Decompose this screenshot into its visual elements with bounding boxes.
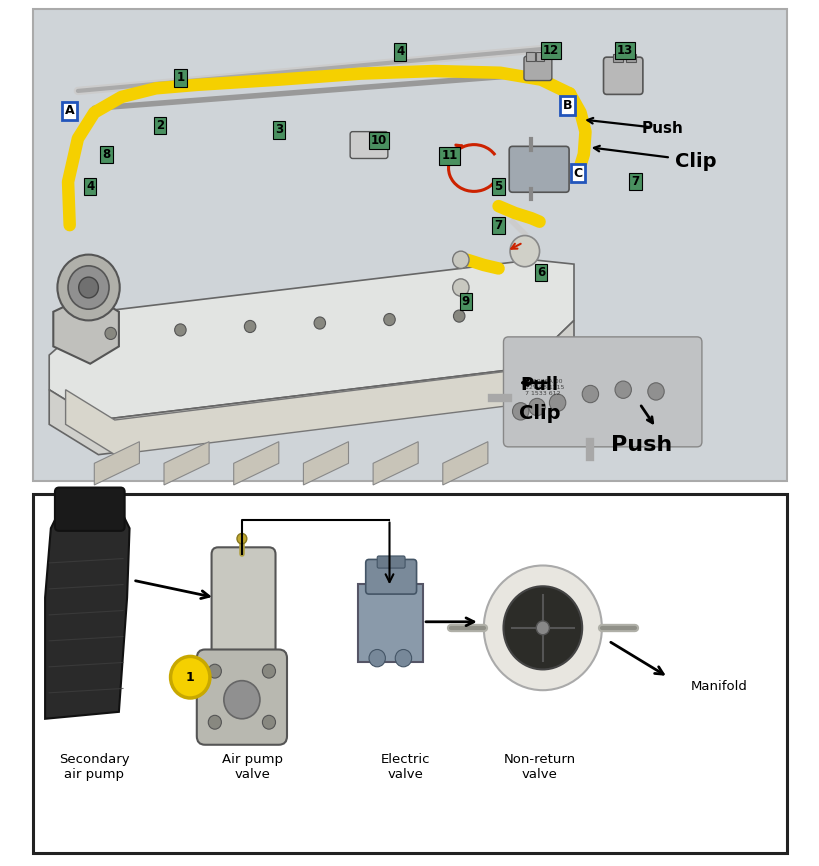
FancyBboxPatch shape bbox=[350, 132, 387, 158]
Text: Push: Push bbox=[640, 120, 683, 136]
Text: A: A bbox=[65, 104, 75, 118]
Text: Clip: Clip bbox=[518, 404, 559, 423]
FancyBboxPatch shape bbox=[55, 488, 124, 531]
Bar bbox=[625, 54, 635, 62]
Circle shape bbox=[179, 666, 201, 688]
Text: 12: 12 bbox=[542, 43, 559, 57]
Text: 5: 5 bbox=[494, 179, 502, 193]
Circle shape bbox=[170, 656, 210, 698]
Circle shape bbox=[581, 385, 598, 403]
Text: B: B bbox=[562, 99, 572, 113]
Text: 10: 10 bbox=[370, 133, 387, 147]
Circle shape bbox=[453, 310, 464, 322]
Text: T20076A 00
12V 08 1115
7 1533 612: T20076A 00 12V 08 1115 7 1533 612 bbox=[524, 379, 563, 396]
Text: 4: 4 bbox=[86, 179, 94, 193]
Circle shape bbox=[105, 327, 116, 339]
Polygon shape bbox=[49, 320, 573, 455]
Circle shape bbox=[57, 255, 120, 320]
Circle shape bbox=[224, 681, 260, 719]
Circle shape bbox=[208, 664, 221, 678]
Circle shape bbox=[262, 715, 275, 729]
FancyBboxPatch shape bbox=[523, 56, 551, 81]
FancyBboxPatch shape bbox=[357, 584, 423, 662]
Bar bbox=[613, 54, 622, 62]
Text: 8: 8 bbox=[102, 147, 111, 161]
Circle shape bbox=[503, 586, 581, 669]
Text: 2: 2 bbox=[156, 119, 164, 132]
Text: Secondary
air pump: Secondary air pump bbox=[59, 753, 129, 781]
Bar bbox=[536, 52, 544, 61]
Polygon shape bbox=[164, 442, 209, 485]
FancyBboxPatch shape bbox=[33, 494, 786, 853]
Text: Manifold: Manifold bbox=[690, 680, 746, 693]
Circle shape bbox=[647, 383, 663, 400]
Circle shape bbox=[68, 266, 109, 309]
Circle shape bbox=[244, 320, 256, 333]
FancyBboxPatch shape bbox=[33, 9, 786, 481]
Polygon shape bbox=[373, 442, 418, 485]
Circle shape bbox=[512, 403, 528, 420]
Polygon shape bbox=[49, 260, 573, 420]
Text: Clip: Clip bbox=[674, 152, 715, 171]
Circle shape bbox=[614, 381, 631, 398]
Text: 11: 11 bbox=[441, 149, 457, 163]
FancyBboxPatch shape bbox=[197, 650, 287, 745]
Circle shape bbox=[174, 324, 186, 336]
Text: Electric
valve: Electric valve bbox=[381, 753, 430, 781]
Text: 9: 9 bbox=[461, 294, 469, 308]
Text: 7: 7 bbox=[494, 218, 502, 232]
FancyBboxPatch shape bbox=[377, 556, 405, 568]
Polygon shape bbox=[66, 355, 573, 455]
Circle shape bbox=[237, 533, 247, 544]
Text: C: C bbox=[572, 166, 582, 180]
Circle shape bbox=[452, 279, 468, 296]
Text: Non-return
valve: Non-return valve bbox=[503, 753, 575, 781]
Circle shape bbox=[369, 650, 385, 667]
FancyBboxPatch shape bbox=[211, 547, 275, 674]
Circle shape bbox=[383, 313, 395, 326]
Circle shape bbox=[528, 398, 545, 416]
FancyBboxPatch shape bbox=[509, 146, 568, 192]
Text: Pull: Pull bbox=[520, 376, 558, 393]
Circle shape bbox=[483, 565, 601, 690]
Circle shape bbox=[536, 621, 549, 635]
Circle shape bbox=[208, 715, 221, 729]
Circle shape bbox=[79, 277, 98, 298]
Polygon shape bbox=[303, 442, 348, 485]
Polygon shape bbox=[45, 498, 129, 719]
Circle shape bbox=[452, 251, 468, 268]
Polygon shape bbox=[94, 442, 139, 485]
Circle shape bbox=[395, 650, 411, 667]
Text: 13: 13 bbox=[616, 43, 632, 57]
Text: 1: 1 bbox=[176, 71, 184, 85]
Text: 4: 4 bbox=[396, 45, 404, 59]
Circle shape bbox=[549, 394, 565, 411]
Text: Push: Push bbox=[610, 435, 671, 456]
Text: 1: 1 bbox=[186, 670, 194, 684]
Polygon shape bbox=[233, 442, 278, 485]
Text: 6: 6 bbox=[536, 266, 545, 280]
FancyBboxPatch shape bbox=[503, 337, 701, 447]
Polygon shape bbox=[53, 294, 119, 364]
Polygon shape bbox=[442, 442, 487, 485]
Circle shape bbox=[262, 664, 275, 678]
Circle shape bbox=[509, 236, 539, 267]
Text: 7: 7 bbox=[631, 175, 639, 189]
Circle shape bbox=[314, 317, 325, 329]
Text: 3: 3 bbox=[274, 123, 283, 137]
Text: Air pump
valve: Air pump valve bbox=[222, 753, 283, 781]
FancyBboxPatch shape bbox=[365, 559, 416, 594]
FancyBboxPatch shape bbox=[603, 57, 642, 94]
Bar bbox=[526, 52, 534, 61]
